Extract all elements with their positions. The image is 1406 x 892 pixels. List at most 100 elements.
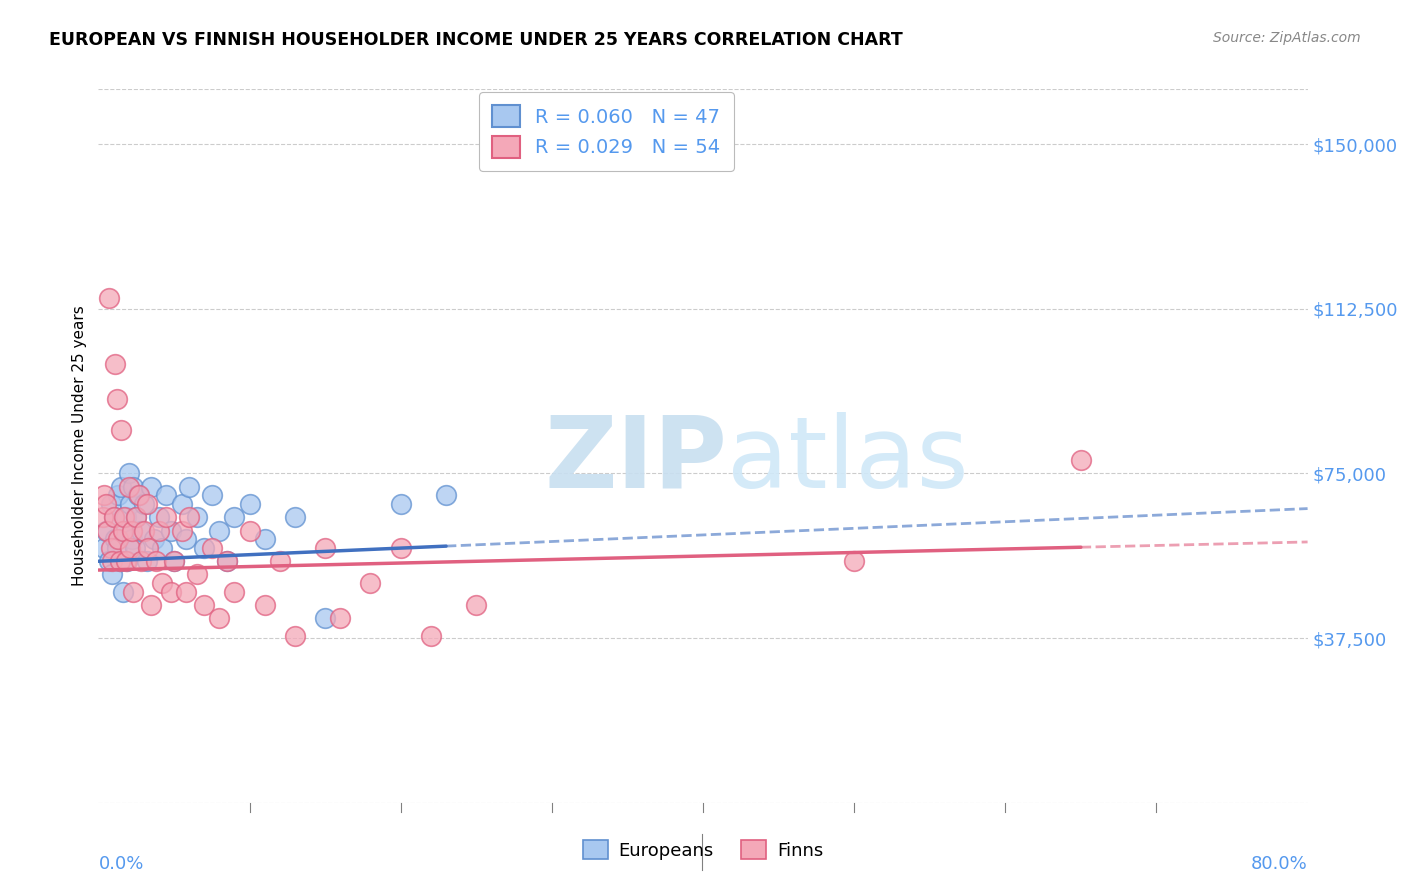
Point xyxy=(135,554,157,568)
Point xyxy=(104,357,127,371)
Point xyxy=(110,423,132,437)
Point xyxy=(93,488,115,502)
Point xyxy=(465,598,488,612)
Point xyxy=(94,524,117,538)
Point xyxy=(215,554,238,568)
Point xyxy=(114,554,136,568)
Point xyxy=(103,510,125,524)
Point xyxy=(186,510,208,524)
Point xyxy=(208,611,231,625)
Text: atlas: atlas xyxy=(727,412,969,508)
Point xyxy=(208,524,231,538)
Point xyxy=(108,554,131,568)
Point xyxy=(434,488,457,502)
Point xyxy=(150,576,173,591)
Point xyxy=(163,554,186,568)
Text: ZIP: ZIP xyxy=(544,412,727,508)
Point xyxy=(105,392,128,406)
Point xyxy=(114,510,136,524)
Point xyxy=(284,629,307,643)
Point xyxy=(148,510,170,524)
Point xyxy=(101,567,124,582)
Point xyxy=(111,524,134,538)
Point xyxy=(179,480,201,494)
Text: 0.0%: 0.0% xyxy=(98,855,143,873)
Point xyxy=(128,488,150,502)
Point xyxy=(143,533,166,547)
Point xyxy=(253,533,276,547)
Point xyxy=(94,497,117,511)
Point xyxy=(163,554,186,568)
Point xyxy=(132,524,155,538)
Point xyxy=(239,497,262,511)
Point xyxy=(121,533,143,547)
Point xyxy=(125,510,148,524)
Legend: Europeans, Finns: Europeans, Finns xyxy=(575,833,831,867)
Text: Source: ZipAtlas.com: Source: ZipAtlas.com xyxy=(1213,31,1361,45)
Point xyxy=(118,467,141,481)
Legend: R = 0.060   N = 47, R = 0.029   N = 54: R = 0.060 N = 47, R = 0.029 N = 54 xyxy=(478,92,734,171)
Point xyxy=(314,611,336,625)
Point xyxy=(141,598,163,612)
Point xyxy=(155,488,177,502)
Point xyxy=(100,541,122,555)
Point xyxy=(186,567,208,582)
Point xyxy=(224,585,246,599)
Point xyxy=(129,554,152,568)
Point xyxy=(145,554,167,568)
Point xyxy=(224,510,246,524)
Point xyxy=(1070,453,1092,467)
Point xyxy=(108,554,131,568)
Point xyxy=(174,533,197,547)
Point xyxy=(98,554,121,568)
Point xyxy=(132,497,155,511)
Point xyxy=(239,524,262,538)
Point xyxy=(389,497,412,511)
Point xyxy=(93,541,115,555)
Point xyxy=(104,533,127,547)
Text: 80.0%: 80.0% xyxy=(1251,855,1308,873)
Point xyxy=(110,480,132,494)
Point xyxy=(120,497,142,511)
Point xyxy=(389,541,412,555)
Point xyxy=(103,510,125,524)
Point xyxy=(107,533,129,547)
Point xyxy=(174,585,197,599)
Point xyxy=(112,510,135,524)
Point xyxy=(136,541,159,555)
Point xyxy=(125,510,148,524)
Point xyxy=(201,488,224,502)
Point xyxy=(120,541,142,555)
Point xyxy=(107,488,129,502)
Point xyxy=(844,554,866,568)
Point xyxy=(121,524,143,538)
Point xyxy=(329,611,352,625)
Point xyxy=(135,497,157,511)
Point xyxy=(215,554,238,568)
Point xyxy=(253,598,276,612)
Point xyxy=(127,488,149,502)
Point xyxy=(193,598,215,612)
Text: EUROPEAN VS FINNISH HOUSEHOLDER INCOME UNDER 25 YEARS CORRELATION CHART: EUROPEAN VS FINNISH HOUSEHOLDER INCOME U… xyxy=(49,31,903,49)
Point xyxy=(148,524,170,538)
Point xyxy=(91,510,114,524)
Point xyxy=(269,554,291,568)
Point xyxy=(160,524,183,538)
Point xyxy=(98,291,121,305)
Point xyxy=(179,510,201,524)
Point xyxy=(129,524,152,538)
Point xyxy=(314,541,336,555)
Point xyxy=(420,629,443,643)
Point xyxy=(100,497,122,511)
Point xyxy=(193,541,215,555)
Y-axis label: Householder Income Under 25 years: Householder Income Under 25 years xyxy=(72,306,87,586)
Point xyxy=(150,541,173,555)
Point xyxy=(96,524,118,538)
Point xyxy=(105,541,128,555)
Point xyxy=(118,480,141,494)
Point xyxy=(115,554,138,568)
Point xyxy=(122,585,145,599)
Point xyxy=(201,541,224,555)
Point xyxy=(111,585,134,599)
Point xyxy=(284,510,307,524)
